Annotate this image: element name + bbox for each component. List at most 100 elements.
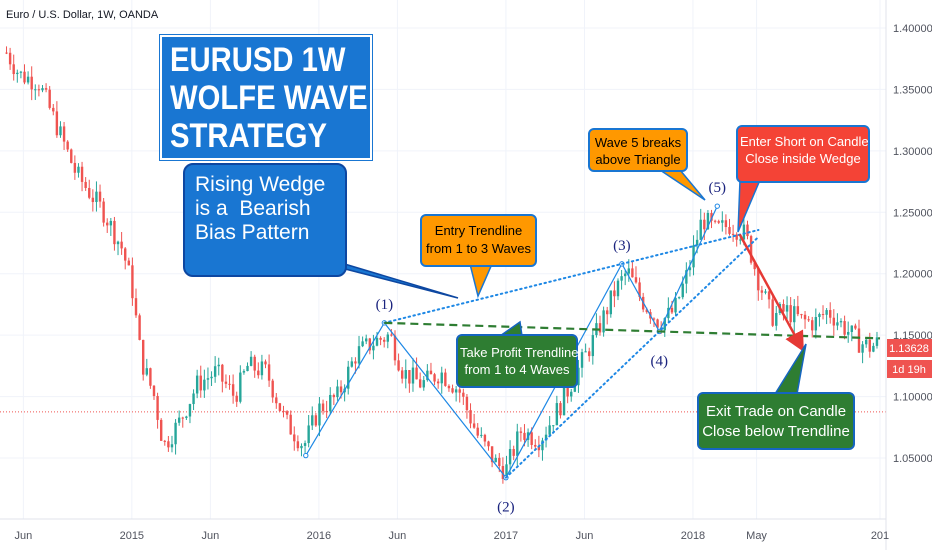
candle-body bbox=[404, 370, 407, 379]
candle-body bbox=[267, 364, 271, 381]
candle-body bbox=[368, 338, 372, 351]
candle-body bbox=[552, 425, 555, 427]
candle-body bbox=[721, 220, 724, 223]
candle-body bbox=[124, 248, 127, 261]
exit-line-2: Close below Trendline bbox=[702, 423, 850, 440]
candle-body bbox=[120, 241, 123, 249]
candle-body bbox=[677, 297, 681, 299]
current-price-tag: 1.13628 bbox=[889, 343, 929, 355]
candle-body bbox=[562, 386, 566, 416]
tp-line-2: from 1 to 4 Waves bbox=[464, 362, 570, 377]
wave-label: (4) bbox=[651, 353, 669, 369]
price-tick-label: 1.10000 bbox=[893, 392, 932, 404]
candle-body bbox=[476, 427, 479, 436]
candle-body bbox=[724, 220, 728, 228]
entry-line-1: Entry Trendline bbox=[434, 223, 523, 238]
short-line-1: Enter Short on Candle bbox=[740, 134, 869, 149]
take-profit-trendline bbox=[384, 321, 881, 340]
candle-body bbox=[249, 356, 253, 366]
candle-body bbox=[555, 403, 559, 426]
candle-body bbox=[275, 397, 278, 404]
candle-body bbox=[573, 385, 577, 392]
candle-body bbox=[321, 403, 325, 412]
candle-body bbox=[145, 368, 148, 375]
candle-body bbox=[480, 434, 483, 436]
candle-body bbox=[318, 403, 321, 426]
candle-body bbox=[300, 445, 303, 449]
candle-body bbox=[91, 197, 95, 203]
candle-body bbox=[627, 268, 630, 274]
time-tick-label: 2017 bbox=[494, 530, 518, 542]
candle-body bbox=[620, 276, 623, 281]
candle-body bbox=[372, 345, 375, 351]
candle-body bbox=[753, 262, 756, 270]
candle-body bbox=[134, 298, 138, 316]
candle-body bbox=[264, 361, 267, 365]
candle-body bbox=[382, 339, 386, 342]
candle-body bbox=[746, 224, 749, 237]
candle-body bbox=[699, 219, 702, 240]
candle-body bbox=[379, 337, 382, 340]
candle-body bbox=[307, 425, 310, 444]
candle-body bbox=[354, 361, 357, 364]
candle-body bbox=[170, 444, 174, 448]
candle-body bbox=[375, 337, 379, 346]
candle-body bbox=[347, 366, 350, 389]
strategy-title-box: EURUSD 1W WOLFE WAVE STRATEGY bbox=[159, 34, 373, 161]
candle-body bbox=[591, 335, 595, 357]
candle-body bbox=[462, 392, 465, 397]
candle-body bbox=[325, 411, 328, 413]
candle-body bbox=[293, 434, 296, 442]
candle-body bbox=[253, 356, 256, 371]
candle-body bbox=[695, 239, 699, 246]
price-axis[interactable]: 1.050001.100001.150001.200001.250001.300… bbox=[885, 0, 932, 550]
candle-body bbox=[303, 443, 307, 446]
candle-body bbox=[174, 422, 177, 445]
candle-body bbox=[30, 76, 33, 90]
candle-body bbox=[188, 404, 192, 417]
rising-line-1: Rising Wedge bbox=[195, 173, 326, 196]
candle-body bbox=[469, 410, 472, 424]
candle-body bbox=[483, 434, 487, 442]
candle-body bbox=[332, 394, 336, 398]
candle-body bbox=[847, 331, 850, 335]
candle-body bbox=[537, 446, 541, 451]
candle-body bbox=[26, 76, 30, 83]
candle-body bbox=[224, 381, 228, 384]
candle-body bbox=[731, 233, 735, 235]
wave5-line-2: above Triangle bbox=[595, 152, 681, 167]
time-axis[interactable]: Jun 2015 Jun 2016 Jun 2017 Jun 2018 May 201 bbox=[0, 518, 889, 542]
candle-body bbox=[832, 317, 836, 326]
candle-body bbox=[652, 318, 656, 320]
candle-body bbox=[142, 339, 145, 375]
candle-body bbox=[735, 234, 738, 240]
candle-body bbox=[616, 280, 620, 297]
candle-body bbox=[203, 379, 206, 391]
time-tick-label: Jun bbox=[14, 530, 32, 542]
wave-pivot-point bbox=[303, 452, 309, 459]
wave-label: (5) bbox=[709, 180, 727, 196]
candle-body bbox=[411, 367, 415, 384]
candle-body bbox=[23, 71, 26, 83]
candle-body bbox=[875, 337, 879, 346]
candle-body bbox=[95, 191, 98, 203]
symbol-label[interactable]: Euro / U.S. Dollar, 1W, OANDA bbox=[6, 9, 159, 21]
candle-body bbox=[66, 141, 69, 150]
candle-body bbox=[400, 370, 404, 379]
candle-body bbox=[429, 370, 433, 375]
candle-body bbox=[426, 370, 429, 381]
candle-body bbox=[260, 361, 264, 376]
time-tick-label: 201 bbox=[871, 530, 889, 542]
candle-body bbox=[393, 335, 397, 361]
candle-body bbox=[803, 314, 807, 320]
short-trade-arrow bbox=[738, 233, 804, 352]
candle-body bbox=[530, 432, 533, 445]
candle-body bbox=[213, 366, 217, 377]
candle-body bbox=[825, 310, 828, 315]
candle-body bbox=[570, 391, 573, 397]
wave-pivot-point bbox=[714, 203, 720, 209]
candle-body bbox=[181, 417, 184, 419]
candle-body bbox=[239, 372, 242, 402]
candle-body bbox=[447, 385, 451, 389]
